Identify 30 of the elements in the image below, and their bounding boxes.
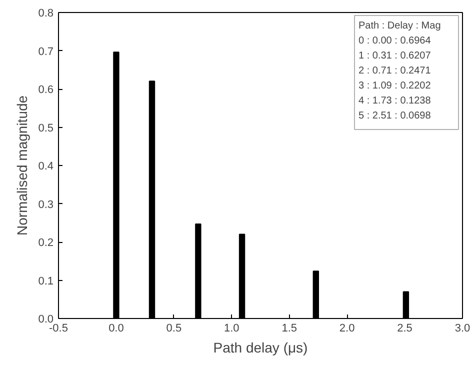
bar — [148, 80, 156, 318]
bar — [238, 234, 246, 318]
x-tick-label: 1.5 — [282, 322, 298, 334]
annotation: Path : Delay : Mag — [358, 20, 441, 32]
bar — [195, 223, 202, 318]
y-tick-label: 0.7 — [38, 46, 54, 58]
y-tick-label: 0.5 — [38, 122, 54, 134]
bar — [312, 270, 320, 318]
x-tick-label: -0.5 — [49, 322, 68, 334]
y-axis-title: Normalised magnitude — [14, 95, 30, 236]
annotation: 3 : 1.09 : 0.2202 — [358, 80, 432, 92]
x-tick-label: 0.0 — [108, 322, 124, 334]
annotation: 2 : 0.71 : 0.2471 — [358, 66, 432, 76]
x-tick-label: 3.0 — [454, 322, 470, 334]
x-axis-title: Path delay (μs) — [213, 340, 308, 356]
x-tick-label: 2.5 — [397, 322, 412, 334]
y-tick-label: 0.1 — [38, 275, 54, 288]
annotation: 4 : 1.73 : 0.1238 — [358, 96, 432, 106]
y-tick-label: 0.2 — [38, 237, 54, 249]
x-tick-label: 1.0 — [224, 322, 240, 334]
y-tick-label: 0.6 — [38, 84, 54, 96]
y-tick-label: 0.4 — [38, 160, 54, 172]
annotation: 0 : 0.00 : 0.6964 — [358, 36, 432, 46]
y-tick-label: 0.3 — [38, 198, 54, 211]
y-tick-label: 0.0 — [38, 314, 54, 326]
y-tick-label: 0.8 — [38, 8, 54, 20]
x-tick-label: 2.0 — [339, 322, 355, 334]
annotation: 5 : 2.51 : 0.0698 — [358, 110, 432, 122]
annotation: 1 : 0.31 : 0.6207 — [358, 50, 432, 62]
x-tick-label: 0.5 — [166, 322, 182, 334]
